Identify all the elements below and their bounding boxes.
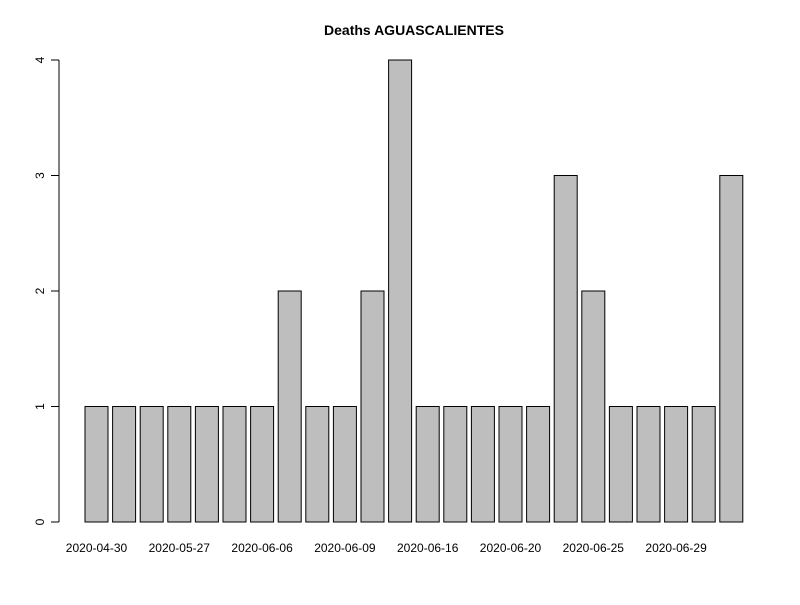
bar	[277, 290, 302, 523]
bar	[112, 406, 137, 523]
x-tick-label: 2020-06-06	[231, 541, 293, 555]
x-tick-label: 2020-06-16	[397, 541, 459, 555]
bar	[167, 406, 192, 523]
bar	[470, 406, 495, 523]
bar	[139, 406, 164, 523]
bar	[526, 406, 551, 523]
bar	[194, 406, 219, 523]
bar	[415, 406, 440, 523]
x-tick-label: 2020-06-20	[480, 541, 542, 555]
y-axis: 0 1 2 3 4	[33, 56, 60, 525]
bar	[332, 406, 357, 523]
x-axis-labels: 2020-04-30 2020-05-27 2020-06-06 2020-06-09…	[66, 541, 707, 555]
bar	[691, 406, 716, 523]
x-tick-label: 2020-06-09	[314, 541, 376, 555]
x-tick-label: 2020-06-25	[563, 541, 625, 555]
bar	[581, 290, 606, 523]
y-tick-label: 4	[33, 56, 47, 63]
bar	[608, 406, 633, 523]
y-tick-label: 0	[33, 518, 47, 525]
bar	[222, 406, 247, 523]
bar	[305, 406, 330, 523]
x-tick-label: 2020-05-27	[149, 541, 211, 555]
bar	[553, 175, 578, 523]
x-tick-label: 2020-06-29	[645, 541, 707, 555]
bar	[498, 406, 523, 523]
bars-group	[84, 59, 744, 523]
y-tick-label: 3	[33, 172, 47, 179]
bar	[84, 406, 109, 523]
y-tick-label: 2	[33, 287, 47, 294]
x-tick-label: 2020-04-30	[66, 541, 128, 555]
bar	[636, 406, 661, 523]
bar	[443, 406, 468, 523]
bar	[250, 406, 275, 523]
bar	[664, 406, 689, 523]
bar	[719, 175, 744, 523]
chart-title: Deaths AGUASCALIENTES	[324, 22, 504, 38]
y-tick-label: 1	[33, 403, 47, 410]
bar	[388, 59, 413, 523]
bar	[360, 290, 385, 523]
